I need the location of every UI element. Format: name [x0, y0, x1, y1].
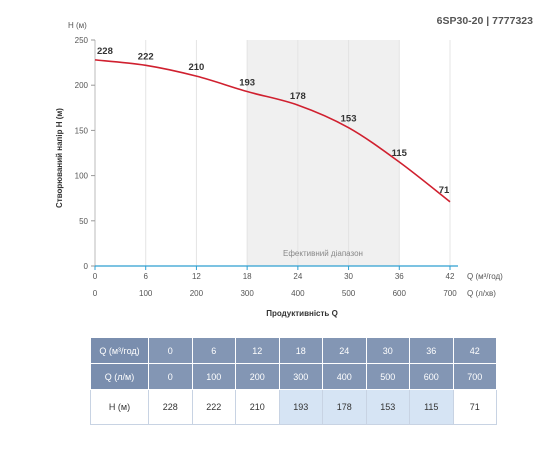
table-cell: 0 [148, 363, 193, 390]
efficiency-range-label: Ефективний діапазон [283, 249, 363, 258]
point-label: 71 [439, 185, 450, 196]
model-title: 6SP30-20 | 7777323 [437, 15, 534, 27]
efficiency-band [247, 40, 400, 266]
x-tick-label-m3h: 0 [93, 272, 98, 281]
table-cell: 210 [235, 389, 280, 425]
x-tick-label-lmin: 700 [443, 289, 457, 298]
table-cell: 115 [409, 389, 454, 425]
table-cell: 300 [278, 363, 323, 390]
y-tick-label: 0 [84, 262, 89, 271]
row-label: Q (м³/год) [90, 337, 149, 364]
x-tick-label-m3h: 24 [293, 272, 302, 281]
y-tick-label: 250 [75, 36, 89, 45]
y-tick-label: 200 [75, 81, 89, 90]
x-tick-label-m3h: 6 [143, 272, 148, 281]
point-label: 178 [290, 91, 306, 102]
x-tick-label-lmin: 100 [139, 289, 153, 298]
table-cell: 30 [365, 337, 410, 364]
performance-table: Q (м³/год) 0 6 12 18 24 30 36 42 Q (л/м) 0 100 200 30… [90, 337, 497, 425]
x-tick-label-lmin: 600 [393, 289, 407, 298]
table-cell: 6 [191, 337, 236, 364]
y-tick-label: 50 [79, 217, 88, 226]
table-row: Q (л/м) 0 100 200 300 400 500 600 700 [90, 363, 497, 390]
table-cell: 18 [278, 337, 323, 364]
row-label: Q (л/м) [90, 363, 149, 390]
table-cell: 400 [322, 363, 367, 390]
table-row: H (м) 228 222 210 193 178 153 115 71 [90, 389, 497, 425]
row-label: H (м) [90, 389, 149, 425]
table-cell: 228 [148, 389, 193, 425]
table-row: Q (м³/год) 0 6 12 18 24 30 36 42 [90, 337, 497, 364]
x-tick-label-lmin: 300 [240, 289, 254, 298]
table-cell: 600 [409, 363, 454, 390]
point-label: 228 [97, 46, 113, 57]
x-unit-lmin: Q (л/хв) [467, 289, 496, 298]
x-tick-label-lmin: 400 [291, 289, 305, 298]
point-label: 115 [392, 148, 408, 159]
x-tick-label-m3h: 30 [344, 272, 353, 281]
x-tick-label-m3h: 36 [395, 272, 404, 281]
table-cell: 700 [452, 363, 497, 390]
table-cell: 500 [365, 363, 410, 390]
table-cell: 24 [322, 337, 367, 364]
table-cell: 12 [235, 337, 280, 364]
table-cell: 100 [191, 363, 236, 390]
x-tick-label-lmin: 0 [93, 289, 98, 298]
x-tick-label-lmin: 200 [190, 289, 204, 298]
table-cell: 193 [278, 389, 323, 425]
x-tick-label-m3h: 42 [446, 272, 455, 281]
table-cell: 71 [452, 389, 497, 425]
point-label: 153 [341, 114, 357, 125]
point-label: 193 [239, 78, 255, 89]
table-cell: 178 [322, 389, 367, 425]
x-tick-label-m3h: 18 [243, 272, 252, 281]
table-cell: 36 [409, 337, 454, 364]
head-curve [94, 59, 451, 203]
x-tick-label-lmin: 500 [342, 289, 356, 298]
table-cell: 200 [235, 363, 280, 390]
table-cell: 0 [148, 337, 193, 364]
y-axis-title: Створюваний напір H (м) [55, 108, 64, 208]
point-label: 210 [188, 62, 204, 73]
y-tick-label: 100 [75, 172, 89, 181]
x-tick-label-m3h: 12 [192, 272, 201, 281]
table-cell: 42 [452, 337, 497, 364]
table-cell: 153 [365, 389, 410, 425]
x-unit-m3h: Q (м³/год) [467, 272, 503, 281]
table-cell: 222 [191, 389, 236, 425]
point-label: 222 [138, 51, 154, 62]
x-axis-title: Продуктивність Q [266, 309, 338, 318]
y-unit-label: H (м) [68, 21, 87, 30]
y-tick-label: 150 [75, 126, 89, 135]
